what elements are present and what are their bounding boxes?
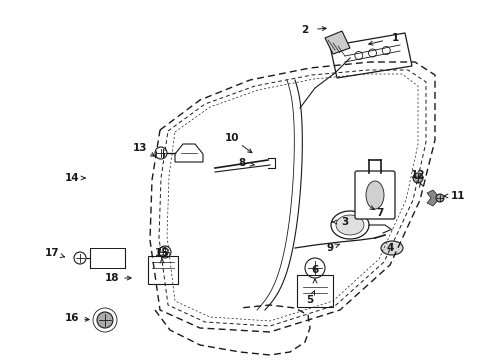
Text: 11: 11	[451, 191, 465, 201]
Polygon shape	[325, 31, 350, 54]
Bar	[297, 275, 333, 307]
Text: 10: 10	[225, 133, 239, 143]
Text: 12: 12	[411, 170, 425, 180]
Text: 18: 18	[105, 273, 119, 283]
Text: 1: 1	[392, 33, 399, 43]
Text: 2: 2	[301, 25, 309, 35]
Ellipse shape	[366, 181, 384, 209]
FancyBboxPatch shape	[355, 171, 395, 219]
Bar	[90, 248, 125, 268]
Text: 4: 4	[386, 243, 393, 253]
Text: 16: 16	[65, 313, 79, 323]
Circle shape	[436, 194, 444, 202]
Text: 14: 14	[65, 173, 79, 183]
Text: 9: 9	[326, 243, 334, 253]
Polygon shape	[330, 33, 412, 78]
Text: 5: 5	[306, 295, 314, 305]
Circle shape	[413, 173, 423, 183]
Text: 17: 17	[45, 248, 59, 258]
Ellipse shape	[336, 215, 364, 235]
Ellipse shape	[381, 241, 403, 255]
Ellipse shape	[331, 211, 369, 239]
Text: 7: 7	[376, 208, 384, 218]
Polygon shape	[175, 144, 203, 162]
Text: 8: 8	[238, 158, 245, 168]
Text: 6: 6	[311, 265, 318, 275]
Text: 15: 15	[155, 248, 169, 258]
Polygon shape	[427, 190, 440, 206]
Circle shape	[97, 312, 113, 328]
Text: 13: 13	[133, 143, 147, 153]
Bar	[148, 256, 178, 284]
Text: 3: 3	[342, 217, 348, 227]
